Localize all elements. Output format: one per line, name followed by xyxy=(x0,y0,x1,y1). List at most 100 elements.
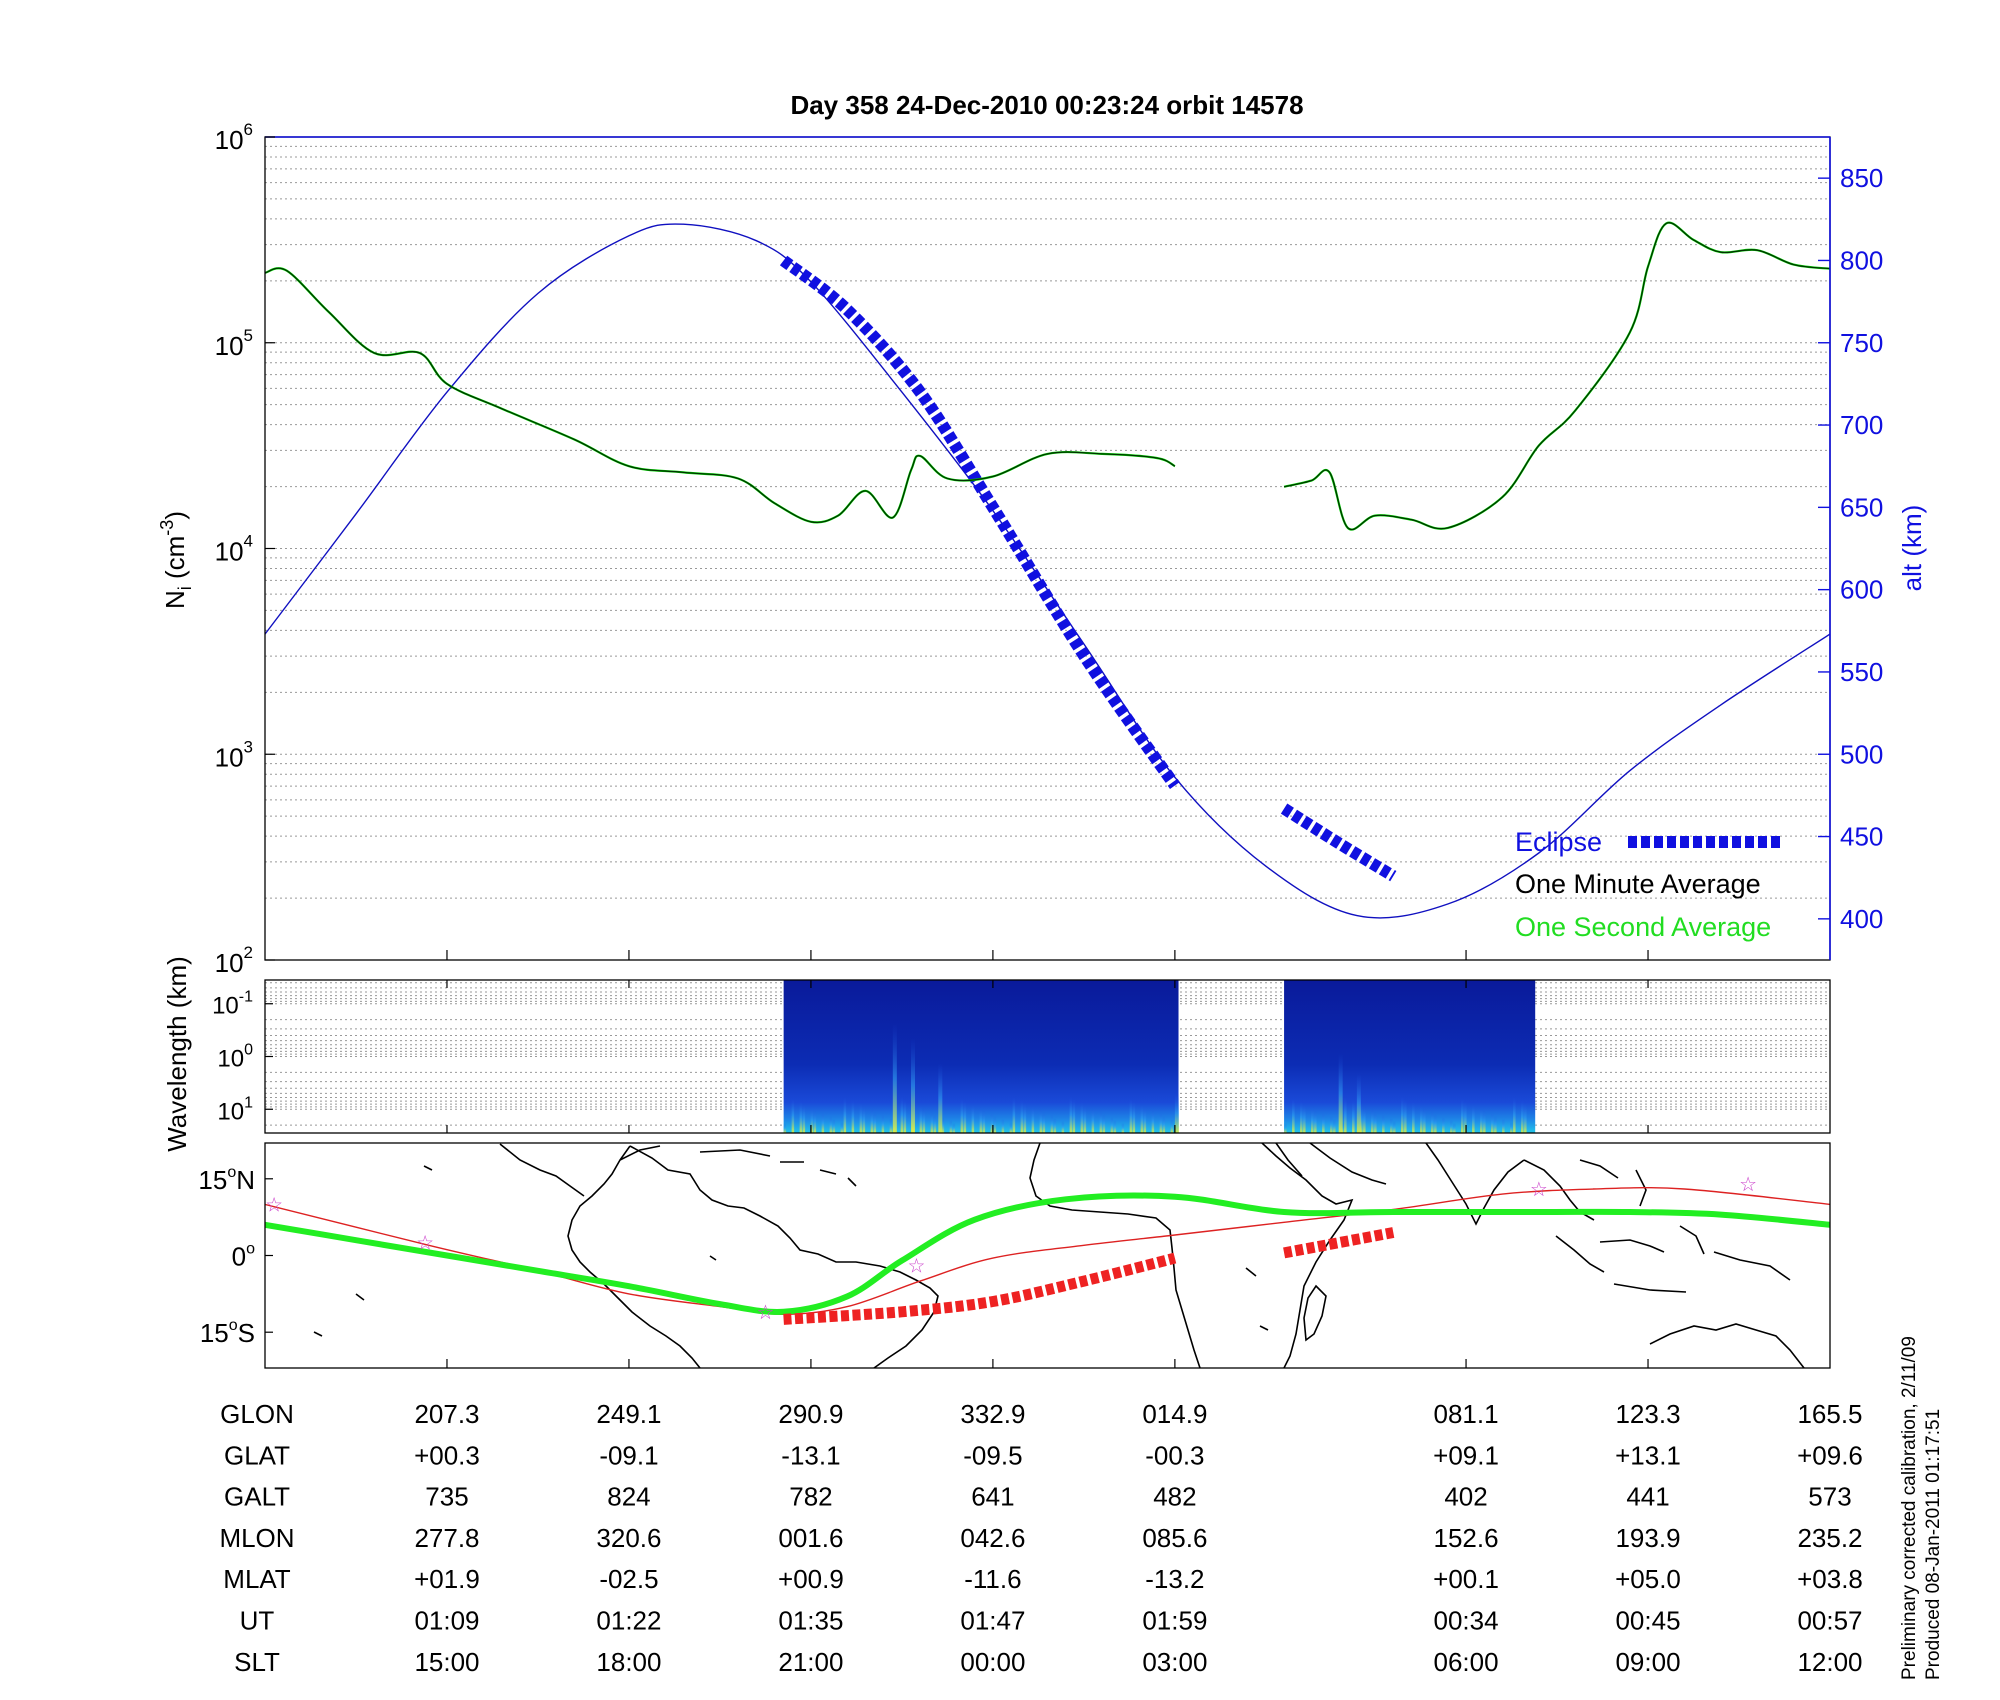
spectrogram-streak xyxy=(922,1108,926,1133)
spectrogram-streak xyxy=(941,1117,945,1133)
star-marker: ☆ xyxy=(416,1233,434,1255)
table-cell: 165.5 xyxy=(1797,1399,1862,1429)
table-cell: 00:00 xyxy=(960,1647,1025,1677)
spectrogram-streak xyxy=(851,1100,855,1133)
spectrogram-streak xyxy=(1284,1123,1287,1133)
spec-y-tick-label: 101 xyxy=(217,1094,253,1125)
alt-tick-label: 750 xyxy=(1840,328,1883,358)
spectrogram-streak xyxy=(1524,1103,1527,1133)
table-cell: +03.8 xyxy=(1797,1564,1863,1594)
spectrogram-blocks xyxy=(783,980,1536,1133)
alt-tick-label: 800 xyxy=(1840,245,1883,275)
spectrogram-streak xyxy=(1091,1108,1095,1133)
spectrogram-streak xyxy=(1042,1112,1046,1133)
chart-title: Day 358 24-Dec-2010 00:23:24 orbit 14578 xyxy=(790,90,1303,120)
spectrogram-streak xyxy=(783,1123,787,1133)
spectrogram-streak xyxy=(1031,1106,1035,1133)
degree-symbol: o xyxy=(229,1317,238,1334)
africa-coast xyxy=(1029,1143,1354,1368)
table-cell: 09:00 xyxy=(1615,1647,1680,1677)
tick-exponent: 1 xyxy=(244,1094,253,1111)
one-minute-average-line xyxy=(1283,222,1830,531)
table-cell: 00:34 xyxy=(1434,1606,1499,1636)
table-cell: 085.6 xyxy=(1142,1523,1207,1553)
table-cell: 249.1 xyxy=(596,1399,661,1429)
table-cell: 12:00 xyxy=(1797,1647,1862,1677)
tick-base: 10 xyxy=(212,993,239,1020)
eclipse-segment xyxy=(779,255,1180,789)
spectrogram-spike xyxy=(911,1038,916,1133)
spectrogram-streak xyxy=(1170,1119,1174,1133)
table-row-label: SLT xyxy=(234,1647,280,1677)
spectrogram-streak xyxy=(1453,1123,1456,1133)
spectrogram-streak xyxy=(889,1118,893,1133)
spectrogram-streak xyxy=(1450,1120,1453,1133)
table-cell: 081.1 xyxy=(1434,1399,1499,1429)
table-cell: -09.1 xyxy=(599,1440,658,1470)
spectrogram-streak xyxy=(813,1110,817,1133)
spectrogram-streak xyxy=(1023,1103,1027,1133)
spectrogram-streak xyxy=(1292,1098,1295,1133)
tick-base: 10 xyxy=(215,537,244,567)
table-cell: 402 xyxy=(1444,1482,1487,1512)
table-cell: 014.9 xyxy=(1142,1399,1207,1429)
spectrogram-spike xyxy=(892,1023,897,1133)
spectrogram-streak xyxy=(963,1101,967,1133)
australia-coast xyxy=(1649,1323,1805,1368)
indonesia-islands xyxy=(1555,1225,1791,1293)
spectrogram-streak xyxy=(881,1115,885,1133)
spectrogram-streak xyxy=(843,1097,847,1133)
star-marker: ☆ xyxy=(908,1256,926,1278)
altitude-y-label: alt (km) xyxy=(1897,505,1927,592)
spectrogram-streak xyxy=(1162,1116,1166,1133)
star-marker: ☆ xyxy=(756,1302,774,1324)
spectrogram-streak xyxy=(1483,1110,1486,1133)
spectrogram-streak xyxy=(982,1110,986,1133)
eclipse-track-segment xyxy=(783,1252,1177,1325)
spectrogram-streak xyxy=(1513,1097,1516,1133)
spectrogram-streak xyxy=(1374,1112,1377,1133)
spectrogram-streak xyxy=(832,1119,836,1133)
tick-base: 10 xyxy=(217,1046,244,1073)
alt-tick-label: 500 xyxy=(1840,739,1883,769)
table-cell: 573 xyxy=(1808,1482,1851,1512)
lat-hemisphere: N xyxy=(236,1165,255,1195)
table-cell: 332.9 xyxy=(960,1399,1025,1429)
spectrogram-streak xyxy=(799,1101,803,1133)
table-cell: 824 xyxy=(607,1482,650,1512)
spectrogram-streak xyxy=(1363,1106,1366,1133)
spectrogram-streak xyxy=(1393,1121,1396,1133)
table-cell: 152.6 xyxy=(1434,1523,1499,1553)
spec-y-tick-label: 100 xyxy=(217,1042,253,1073)
spectrogram-spike xyxy=(1174,1093,1179,1133)
spectrogram-streak xyxy=(1434,1114,1437,1133)
ylabel-exp: -3 xyxy=(157,520,177,536)
density-y-label: Ni (cm-3) xyxy=(157,511,195,609)
spectrogram-streak xyxy=(1314,1110,1317,1133)
spectrogram-streak xyxy=(1371,1109,1374,1133)
y-tick-label: 106 xyxy=(215,120,253,155)
alt-tick-label: 450 xyxy=(1840,822,1883,852)
tick-base: 10 xyxy=(215,331,244,361)
table-cell: 01:59 xyxy=(1142,1606,1207,1636)
table-row-label: UT xyxy=(240,1606,275,1636)
table-cell: 18:00 xyxy=(596,1647,661,1677)
spectrogram-streak xyxy=(862,1106,866,1133)
table-cell: 320.6 xyxy=(596,1523,661,1553)
map-y-tick-label: 0o xyxy=(232,1241,255,1272)
india-coast xyxy=(1425,1143,1525,1226)
table-cell: 193.9 xyxy=(1615,1523,1680,1553)
map-y-tick-label: 15oS xyxy=(200,1317,255,1348)
table-cell: -00.3 xyxy=(1145,1440,1204,1470)
spectrogram-streak xyxy=(1352,1100,1355,1133)
alt-tick-label: 600 xyxy=(1840,575,1883,605)
spectrogram-streak xyxy=(952,1123,956,1133)
spectrogram-block xyxy=(1284,980,1536,1133)
madagascar xyxy=(1303,1284,1327,1342)
table-cell: +13.1 xyxy=(1615,1440,1681,1470)
table-cell: 001.6 xyxy=(778,1523,843,1553)
spectrogram-streak xyxy=(1494,1116,1497,1133)
satellite-ground-track xyxy=(265,1192,1830,1315)
spectrogram-streak xyxy=(1083,1105,1087,1133)
